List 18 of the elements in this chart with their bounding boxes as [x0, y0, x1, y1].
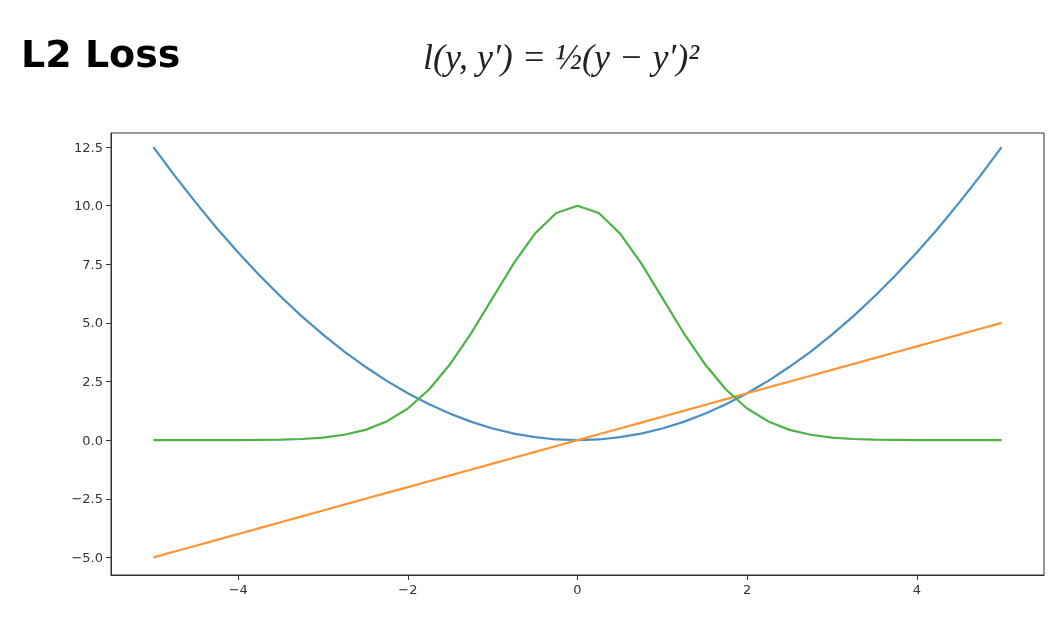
chart-title: L2 Loss: [21, 32, 181, 76]
x-tick-label: 2: [743, 582, 752, 597]
x-tick-label: 4: [912, 582, 921, 597]
y-tick-label: −5.0: [71, 549, 103, 565]
line-series: [152, 321, 1003, 559]
x-tick-label: −4: [228, 582, 248, 597]
y-tick-label: 0.0: [82, 432, 103, 448]
line-series: [152, 204, 1003, 442]
line-series: [152, 145, 1003, 442]
y-tick-label: 10.0: [74, 198, 103, 214]
x-tick-label: 0: [573, 582, 582, 597]
y-tick-label: 12.5: [74, 139, 103, 155]
y-tick-label: 2.5: [82, 374, 103, 390]
chart-subtitle: l(y, y′) = ½(y − y′)²: [423, 37, 701, 77]
y-tick-label: 5.0: [82, 315, 103, 331]
y-tick-label: 7.5: [82, 256, 103, 272]
x-tick-label: −2: [398, 582, 418, 597]
y-tick-label: −2.5: [71, 491, 103, 507]
